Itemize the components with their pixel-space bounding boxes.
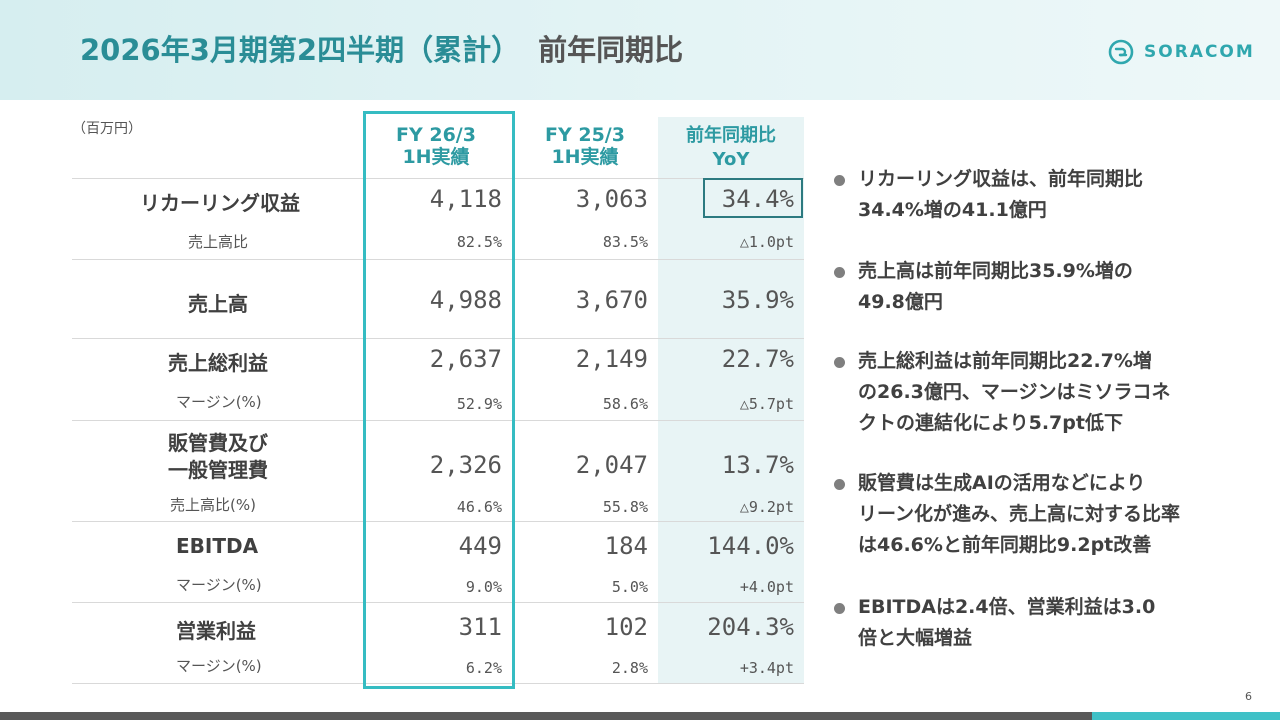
bullet-item: 売上総利益は前年同期比22.7%増 の26.3億円、マージンはミソラコネ クトの… [834, 346, 1234, 439]
bullet-line: 34.4%増の41.1億円 [858, 199, 1047, 221]
column-header-fy26: FY 26/3 1H実績 [363, 124, 509, 168]
soracom-logo-icon [1108, 39, 1134, 65]
cell-yoy-operating-margin: +3.4pt [739, 659, 794, 677]
cell-fy26-gross-profit: 2,637 [429, 345, 502, 373]
slide-title: 2026年3月期第2四半期（累計） 前年同期比 [80, 28, 683, 72]
soracom-logo: SORACOM [1108, 36, 1255, 68]
bullet-line: 販管費は生成AIの活用などにより [858, 472, 1146, 494]
row-label-ebitda: EBITDA [176, 534, 259, 558]
header-band [0, 0, 1280, 100]
bullet-line: の26.3億円、マージンはミソラコネ [858, 381, 1171, 403]
column-header-fy25: FY 25/3 1H実績 [512, 124, 658, 168]
cell-fy25-gross-profit: 2,149 [575, 345, 648, 373]
bullet-item: リカーリング収益は、前年同期比 34.4%増の41.1億円 [834, 164, 1234, 226]
fy26-column-highlight [363, 111, 515, 689]
cell-fy26-ebitda: 449 [458, 532, 502, 560]
cell-yoy-recurring-revenue: 34.4% [721, 185, 794, 213]
bullet-line: 49.8億円 [858, 291, 943, 313]
bullet-item: EBITDAは2.4倍、営業利益は3.0 倍と大幅増益 [834, 592, 1234, 654]
bullet-line: クトの連結化により5.7pt低下 [858, 412, 1123, 434]
table-divider [72, 259, 804, 260]
slide-title-main: 2026年3月期第2四半期（累計） [80, 33, 521, 67]
footer-bar [0, 712, 1092, 720]
page-number: 6 [1245, 690, 1252, 703]
logo-text: SORACOM [1144, 42, 1255, 62]
cell-yoy-revenue-ratio: △1.0pt [739, 233, 794, 251]
table-divider [72, 178, 804, 179]
bullet-line: 売上高は前年同期比35.9%増の [858, 260, 1133, 282]
bullet-line: EBITDAは2.4倍、営業利益は3.0 [858, 596, 1156, 618]
cell-fy26-revenue: 4,988 [429, 286, 502, 314]
row-label-gross-margin: マージン(%) [176, 393, 262, 411]
bullet-dot-icon [834, 357, 845, 368]
cell-fy26-operating-margin: 6.2% [465, 659, 502, 677]
cell-yoy-ebitda-margin: +4.0pt [739, 578, 794, 596]
row-label-sga-line2: 一般管理費 [168, 458, 268, 482]
bullet-dot-icon [834, 479, 845, 490]
bullet-line: 売上総利益は前年同期比22.7%増 [858, 350, 1152, 372]
row-label-recurring-revenue: リカーリング収益 [140, 191, 300, 215]
row-label-ebitda-margin: マージン(%) [176, 576, 262, 594]
cell-yoy-gross-margin: △5.7pt [739, 395, 794, 413]
table-divider [72, 338, 804, 339]
column-header-fy26-line1: FY 26/3 [396, 124, 476, 146]
slide-title-suffix: 前年同期比 [538, 33, 684, 67]
recurring-yoy-highlight [703, 178, 803, 218]
footer-accent-bar [1092, 712, 1280, 720]
column-header-fy25-line1: FY 25/3 [545, 124, 625, 146]
bullet-item: 販管費は生成AIの活用などにより リーン化が進み、売上高に対する比率 は46.6… [834, 468, 1234, 561]
cell-fy26-ebitda-margin: 9.0% [465, 578, 502, 596]
cell-yoy-operating-income: 204.3% [707, 613, 794, 641]
unit-label: （百万円） [72, 121, 142, 137]
cell-fy25-revenue: 3,670 [575, 286, 648, 314]
cell-fy25-operating-margin: 2.8% [611, 659, 648, 677]
table-divider [72, 521, 804, 522]
table-divider [72, 420, 804, 421]
row-label-sga-ratio: 売上高比(%) [170, 496, 256, 514]
cell-yoy-sga-ratio: △9.2pt [739, 498, 794, 516]
column-header-fy26-line2: 1H実績 [402, 146, 470, 168]
row-label-operating-income: 営業利益 [176, 619, 256, 643]
cell-fy26-operating-income: 311 [458, 613, 502, 641]
bullet-dot-icon [834, 267, 845, 278]
cell-fy25-revenue-ratio: 83.5% [602, 233, 648, 251]
cell-fy25-sga-ratio: 55.8% [602, 498, 648, 516]
row-label-sga-line1: 販管費及び [168, 431, 268, 455]
cell-fy25-gross-margin: 58.6% [602, 395, 648, 413]
column-header-yoy: 前年同期比 YoY [658, 124, 804, 172]
table-divider [72, 602, 804, 603]
bullet-line: リーン化が進み、売上高に対する比率 [858, 503, 1181, 525]
column-header-yoy-line2: YoY [712, 149, 750, 170]
bullet-item: 売上高は前年同期比35.9%増の 49.8億円 [834, 256, 1234, 318]
row-label-operating-margin: マージン(%) [176, 657, 262, 675]
cell-fy25-sga: 2,047 [575, 451, 648, 479]
row-label-revenue-ratio: 売上高比 [188, 233, 249, 251]
bullet-line: リカーリング収益は、前年同期比 [858, 168, 1144, 190]
cell-yoy-revenue: 35.9% [721, 286, 794, 314]
column-header-yoy-line1: 前年同期比 [686, 125, 776, 146]
cell-fy25-ebitda-margin: 5.0% [611, 578, 648, 596]
column-header-fy25-line2: 1H実績 [551, 146, 619, 168]
cell-fy26-revenue-ratio: 82.5% [456, 233, 502, 251]
cell-fy26-sga-ratio: 46.6% [456, 498, 502, 516]
row-label-gross-profit: 売上総利益 [168, 351, 268, 375]
cell-fy26-gross-margin: 52.9% [456, 395, 502, 413]
bullet-line: は46.6%と前年同期比9.2pt改善 [858, 534, 1152, 556]
bullet-line: 倍と大幅増益 [858, 627, 973, 649]
bullet-dot-icon [834, 175, 845, 186]
table-divider [72, 683, 804, 684]
row-label-revenue: 売上高 [188, 292, 248, 316]
cell-fy26-sga: 2,326 [429, 451, 502, 479]
cell-yoy-gross-profit: 22.7% [721, 345, 794, 373]
yoy-column-background [658, 117, 804, 683]
cell-yoy-ebitda: 144.0% [707, 532, 794, 560]
cell-fy26-recurring-revenue: 4,118 [429, 185, 502, 213]
bullet-dot-icon [834, 603, 845, 614]
cell-fy25-ebitda: 184 [604, 532, 648, 560]
cell-fy25-recurring-revenue: 3,063 [575, 185, 648, 213]
cell-fy25-operating-income: 102 [604, 613, 648, 641]
cell-yoy-sga: 13.7% [721, 451, 794, 479]
